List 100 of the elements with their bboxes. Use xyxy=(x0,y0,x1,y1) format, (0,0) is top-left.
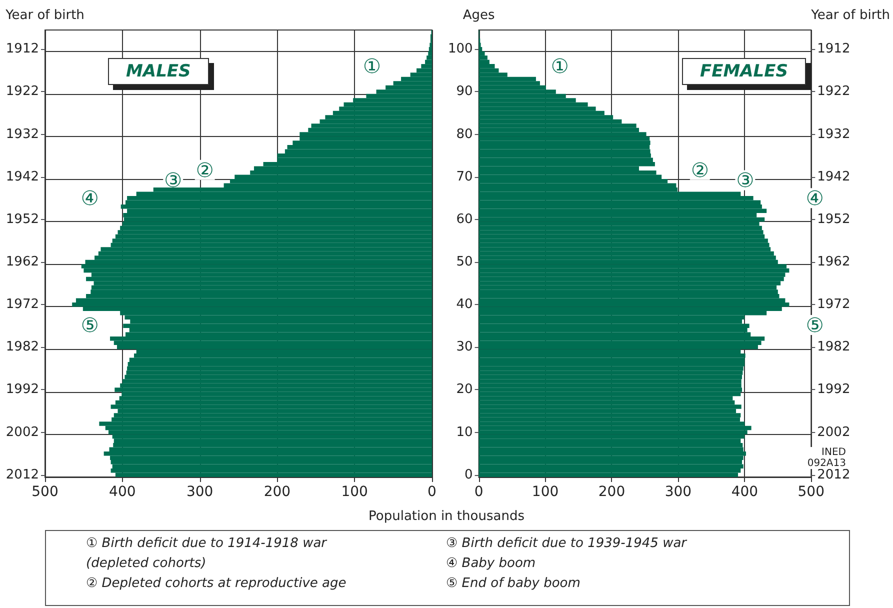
bar xyxy=(478,430,748,434)
bar xyxy=(127,366,432,371)
bar xyxy=(478,340,762,346)
bar xyxy=(478,434,745,439)
x-tick-label: 0 xyxy=(474,484,484,500)
bar xyxy=(478,358,745,362)
y-tick-label: 0 xyxy=(464,467,473,482)
y2-tick-label: 1942 xyxy=(817,169,850,184)
y-tick-label: 1932 xyxy=(6,126,39,142)
bar xyxy=(100,247,432,252)
bar xyxy=(72,302,432,307)
bar xyxy=(478,234,765,239)
bar xyxy=(478,426,752,430)
annotation: ① xyxy=(363,54,381,78)
bar xyxy=(119,396,432,400)
bar xyxy=(478,302,790,307)
x-tick-label: 500 xyxy=(32,484,58,500)
y-tick-label: 2002 xyxy=(6,424,39,440)
bar xyxy=(115,400,432,405)
y2-tick-label: 1982 xyxy=(817,340,850,355)
y2-tick-label: 1912 xyxy=(817,42,850,57)
bar xyxy=(478,388,742,392)
bar xyxy=(478,447,744,452)
bar xyxy=(478,354,746,358)
y-tick-label: 90 xyxy=(456,84,473,100)
y-axis-title: Ages xyxy=(462,8,495,23)
y-tick-label: 40 xyxy=(456,297,473,312)
annotation: ④ xyxy=(806,186,824,210)
x-tick-label: 300 xyxy=(664,484,692,500)
bar xyxy=(478,366,744,371)
x-tick-label: 300 xyxy=(186,484,214,500)
bar xyxy=(478,226,762,230)
bar xyxy=(478,162,655,166)
bar xyxy=(114,388,432,392)
annotation: ③ xyxy=(736,168,754,192)
bar xyxy=(478,438,741,443)
text: ⑤ End of baby boom xyxy=(446,575,582,593)
y-tick-label: 60 xyxy=(456,212,473,227)
annotation: ② xyxy=(690,158,709,182)
x-tick-label: 0 xyxy=(428,484,436,500)
y-tick-label: 10 xyxy=(456,424,473,440)
x-tick-label: 100 xyxy=(341,484,368,500)
y2-axis-title: Year of birth xyxy=(810,8,890,23)
bar xyxy=(478,379,742,384)
y-tick-label: 50 xyxy=(456,254,473,270)
y-tick-label: 100 xyxy=(448,42,473,57)
bar xyxy=(478,442,743,448)
annotation: INED 092A13 xyxy=(800,447,846,469)
bar xyxy=(478,242,770,248)
bar xyxy=(478,370,743,375)
y-tick-label: 1942 xyxy=(6,169,39,184)
bar xyxy=(425,60,432,64)
x-tick-label: 200 xyxy=(598,484,626,500)
bar xyxy=(125,200,432,205)
bar xyxy=(478,451,746,456)
y-tick-label: 30 xyxy=(456,340,473,355)
bar xyxy=(98,251,432,256)
text: MALES xyxy=(126,62,191,82)
bar xyxy=(478,144,650,150)
bar xyxy=(287,144,432,150)
bar xyxy=(478,149,650,154)
y2-tick-label: 1932 xyxy=(817,126,850,142)
bar xyxy=(426,56,432,60)
y2-tick-label: 1922 xyxy=(817,84,850,100)
bar xyxy=(478,417,740,422)
bar xyxy=(123,213,432,218)
bar xyxy=(122,379,432,384)
bar xyxy=(478,64,495,68)
bar xyxy=(478,264,787,268)
y2-tick-label: 1992 xyxy=(817,382,850,398)
bar xyxy=(478,285,777,290)
bar xyxy=(116,345,432,350)
bar xyxy=(112,464,432,468)
bar xyxy=(478,464,744,468)
x-tick-label: 500 xyxy=(798,484,825,500)
annotation: ② xyxy=(196,158,214,182)
bar xyxy=(104,451,432,456)
bar xyxy=(277,153,432,158)
bar xyxy=(110,468,432,473)
bar xyxy=(91,285,432,290)
bar xyxy=(110,404,432,409)
text: ④ Baby boom xyxy=(446,555,537,573)
annotation: ① xyxy=(550,54,569,78)
y2-tick-label: 1962 xyxy=(817,254,850,270)
bar xyxy=(478,251,774,256)
bar xyxy=(478,413,741,418)
x-tick-label: 100 xyxy=(532,484,559,500)
bar xyxy=(300,132,432,136)
text: FEMALES xyxy=(700,62,788,82)
bar xyxy=(113,442,432,448)
bar xyxy=(478,247,771,252)
bar xyxy=(129,358,432,362)
y-tick-label: 1982 xyxy=(6,340,39,355)
y-axis-title: Year of birth xyxy=(4,8,84,23)
bar xyxy=(478,158,653,162)
text: ② Depleted cohorts at reproductive age xyxy=(86,575,348,593)
bar xyxy=(120,226,432,230)
annotation: ③ xyxy=(164,168,182,192)
annotation: ⑤ xyxy=(80,313,99,338)
bar xyxy=(478,217,765,222)
